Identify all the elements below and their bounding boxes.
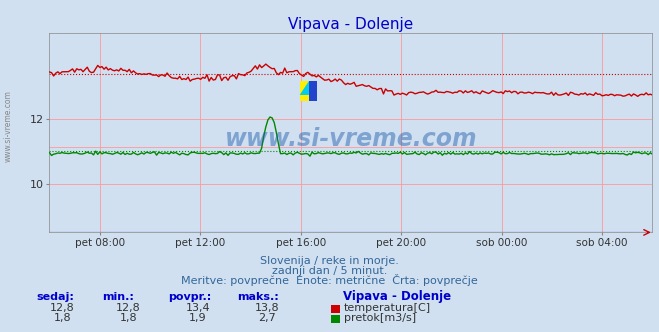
Text: www.si-vreme.com: www.si-vreme.com [225, 127, 477, 151]
Text: povpr.:: povpr.: [168, 292, 212, 302]
Bar [300, 81, 309, 101]
Text: Meritve: povprečne  Enote: metrične  Črta: povprečje: Meritve: povprečne Enote: metrične Črta:… [181, 274, 478, 286]
Text: 2,7: 2,7 [258, 313, 275, 323]
Text: zadnji dan / 5 minut.: zadnji dan / 5 minut. [272, 266, 387, 276]
Text: maks.:: maks.: [237, 292, 279, 302]
Text: 12,8: 12,8 [116, 303, 141, 313]
Text: min.:: min.: [102, 292, 134, 302]
Text: 1,9: 1,9 [189, 313, 206, 323]
Text: 12,8: 12,8 [50, 303, 75, 313]
Text: www.si-vreme.com: www.si-vreme.com [3, 90, 13, 162]
Text: pretok[m3/s]: pretok[m3/s] [344, 313, 416, 323]
Text: 13,8: 13,8 [254, 303, 279, 313]
Text: 1,8: 1,8 [54, 313, 71, 323]
Text: 13,4: 13,4 [185, 303, 210, 313]
Text: Vipava - Dolenje: Vipava - Dolenje [343, 290, 451, 303]
Text: Slovenija / reke in morje.: Slovenija / reke in morje. [260, 256, 399, 266]
Text: sedaj:: sedaj: [36, 292, 74, 302]
Bar [309, 81, 316, 101]
Text: 1,8: 1,8 [120, 313, 137, 323]
Title: Vipava - Dolenje: Vipava - Dolenje [288, 17, 414, 32]
Polygon shape [300, 81, 309, 95]
Text: temperatura[C]: temperatura[C] [344, 303, 431, 313]
